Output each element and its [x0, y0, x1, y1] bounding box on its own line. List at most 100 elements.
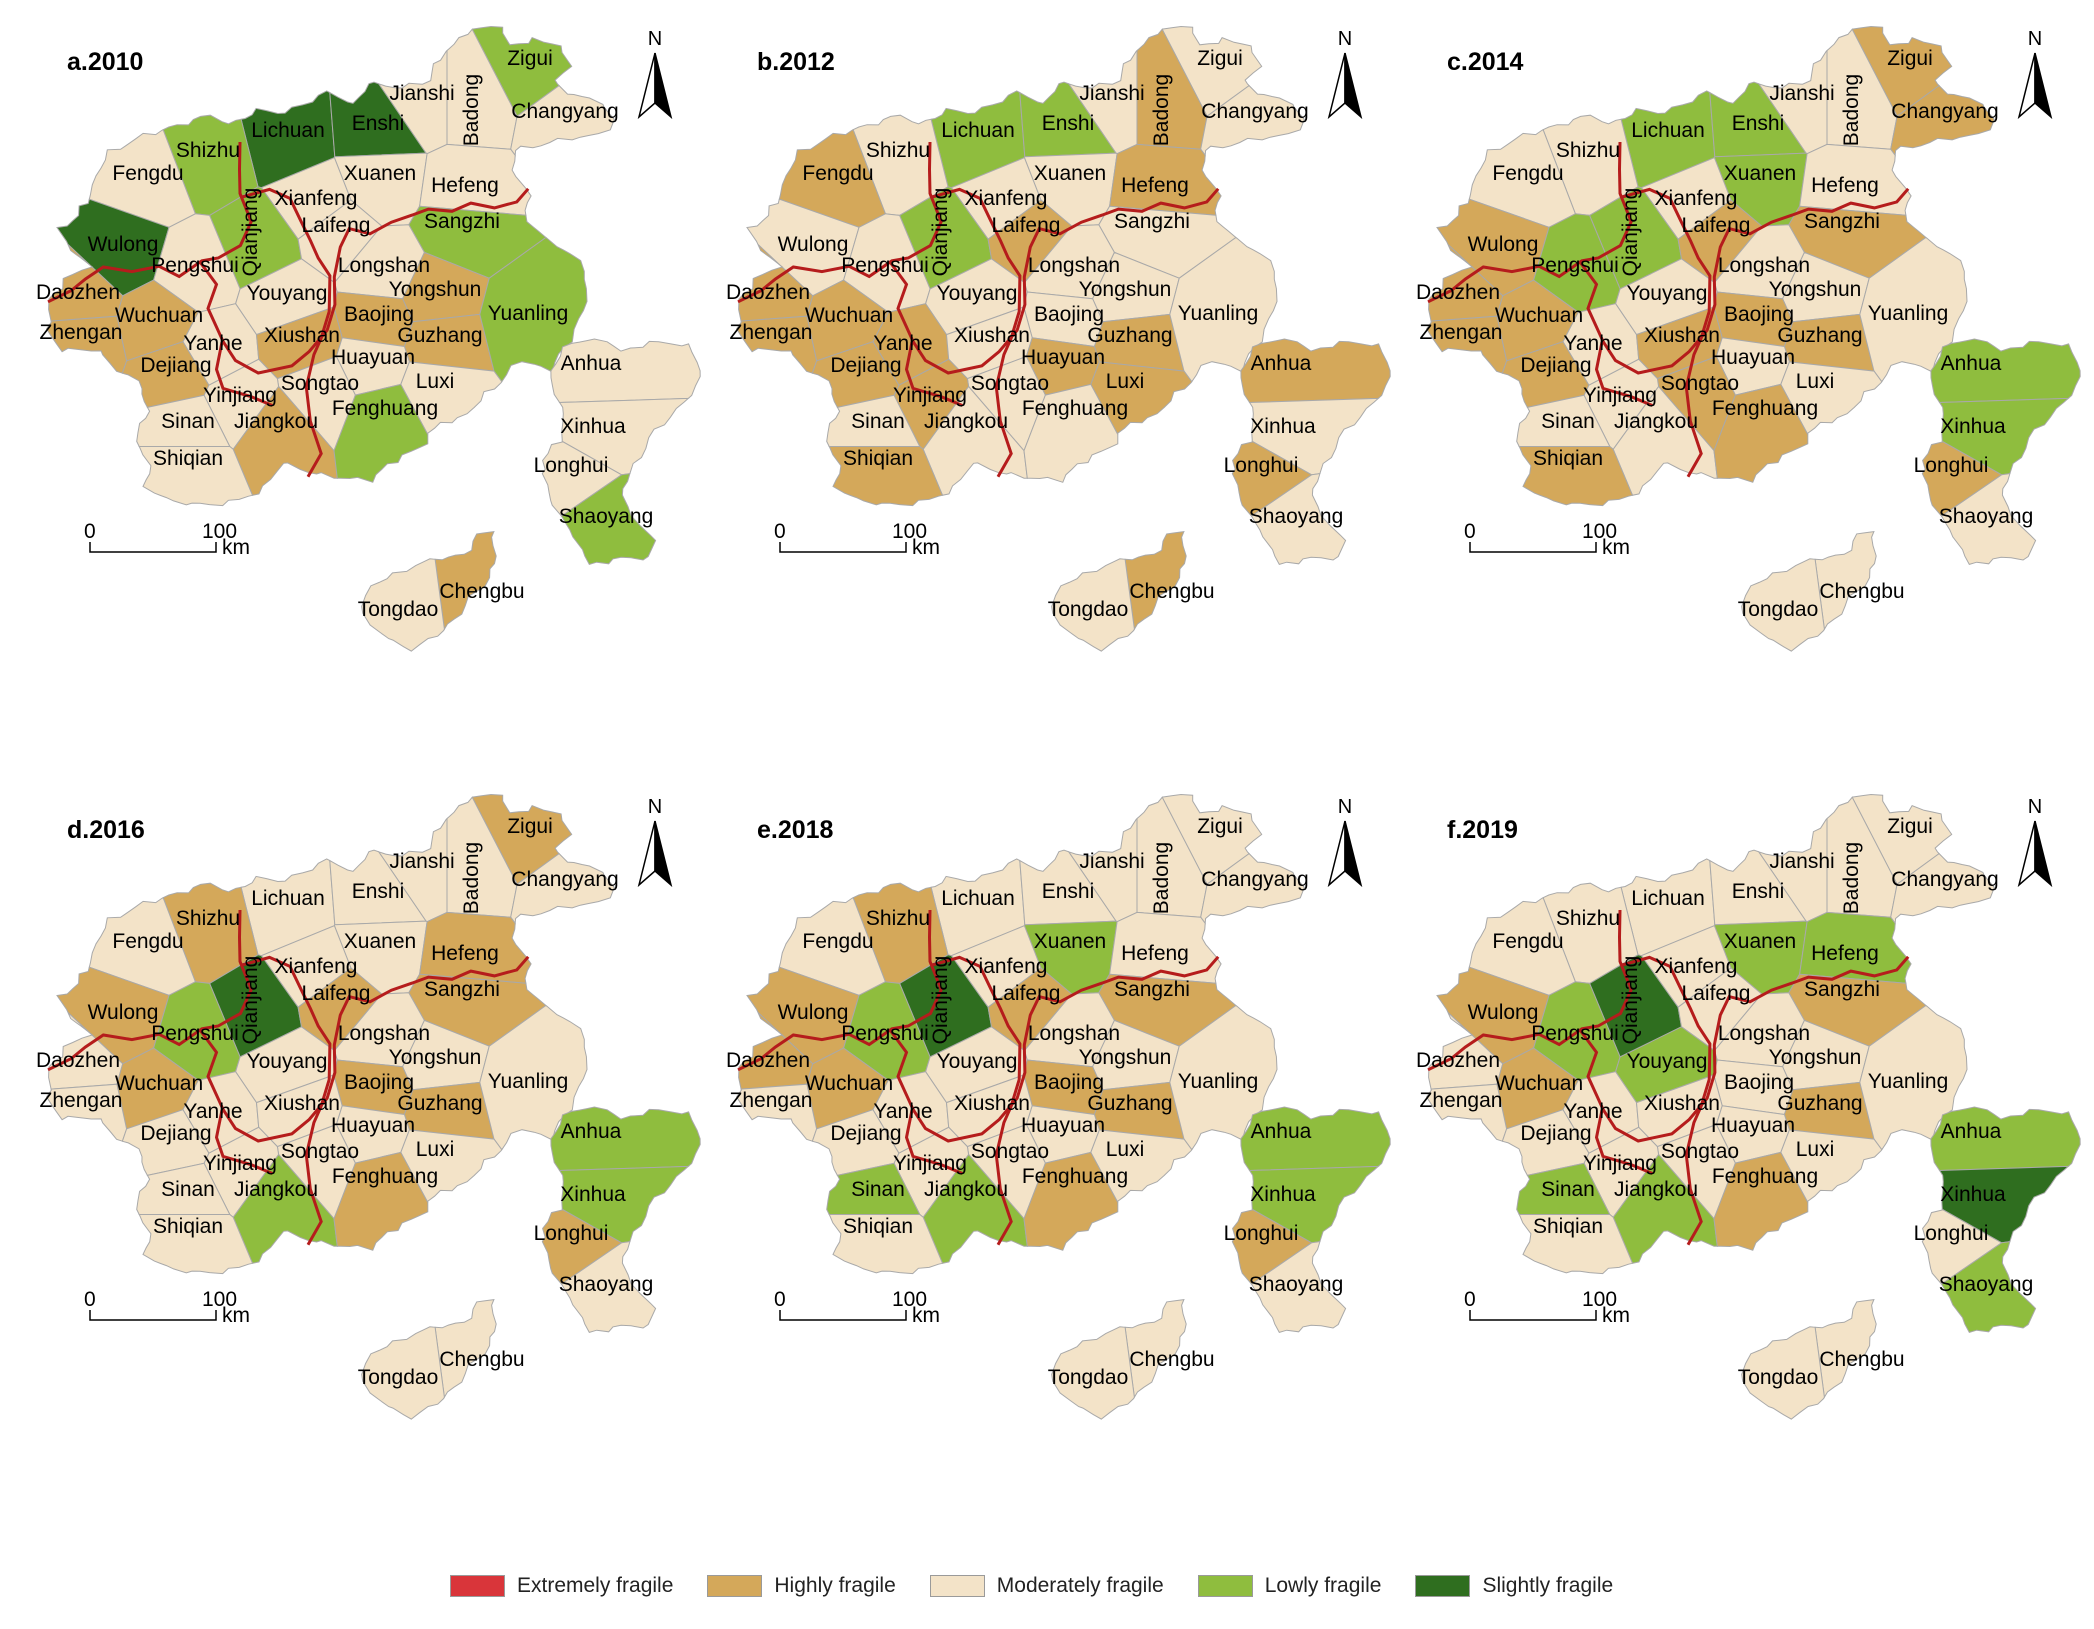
- county-label: Tongdao: [1048, 598, 1129, 621]
- county-label: Changyang: [1891, 868, 1998, 891]
- north-arrow-icon: N: [637, 28, 673, 120]
- legend-label: Lowly fragile: [1264, 1574, 1382, 1597]
- panel-title: d.2016: [67, 816, 145, 844]
- county-label: Daozhen: [36, 281, 120, 304]
- county-label: Yuanling: [1868, 302, 1949, 325]
- county-region: [138, 446, 254, 507]
- county-label: Yinjiang: [1583, 1152, 1657, 1175]
- province-boundary: [1578, 187, 1910, 375]
- svg-text:100: 100: [892, 520, 927, 543]
- county-region: [136, 1162, 231, 1215]
- county-label: Yanhe: [873, 1100, 932, 1123]
- svg-text:km: km: [912, 536, 940, 559]
- county-region: [826, 394, 921, 447]
- county-region: [1051, 1326, 1135, 1420]
- county-label: Wulong: [1468, 1001, 1539, 1024]
- county-label: Qianjiang: [239, 188, 262, 277]
- panel-title: f.2019: [1447, 816, 1518, 844]
- county-label: Yinjiang: [203, 1152, 277, 1175]
- county-label: Enshi: [352, 112, 405, 135]
- county-label: Jiangkou: [1614, 410, 1698, 433]
- county-label: Xinhua: [560, 1183, 626, 1206]
- county-label: Youyang: [937, 1050, 1018, 1073]
- county-label: Xianfeng: [965, 187, 1048, 210]
- county-region: [828, 1214, 944, 1275]
- county-region: [828, 446, 944, 507]
- county-label: Yuanling: [1178, 302, 1259, 325]
- legend-label: Slightly fragile: [1482, 1574, 1614, 1597]
- county-label: Huayuan: [1711, 1114, 1795, 1137]
- county-label: Changyang: [1891, 100, 1998, 123]
- county-label: Zigui: [1197, 815, 1243, 838]
- county-label: Wuchuan: [805, 1072, 893, 1095]
- map-panel: Zigui Jianshi Badong Changyang Lichuan Enshi S…: [1416, 793, 2081, 1420]
- county-label: Wulong: [778, 1001, 849, 1024]
- county-label: Yinjiang: [203, 384, 277, 407]
- county-region: [361, 558, 445, 652]
- county-label: Shiqian: [843, 447, 913, 470]
- province-boundary: [1427, 141, 1633, 304]
- county-label: Songtao: [971, 1140, 1049, 1163]
- county-region: [1938, 397, 2070, 476]
- legend-swatch: [1197, 1575, 1253, 1597]
- county-label: Xinhua: [1940, 415, 2006, 438]
- province-boundary: [737, 909, 943, 1072]
- county-region: [1938, 1165, 2070, 1244]
- county-label: Jiangkou: [234, 1178, 318, 1201]
- province-boundary: [737, 141, 943, 304]
- county-label: Yanhe: [183, 1100, 242, 1123]
- county-region: [826, 1162, 921, 1215]
- county-region: [1090, 1129, 1193, 1203]
- legend-label: Extremely fragile: [517, 1574, 674, 1597]
- county-label: Wulong: [88, 1001, 159, 1024]
- county-label: Anhua: [1251, 352, 1312, 375]
- county-label: Changyang: [1201, 100, 1308, 123]
- county-label: Baojing: [1034, 1071, 1104, 1094]
- county-label: Badong: [460, 74, 483, 146]
- county-region: [1814, 530, 1877, 631]
- svg-text:km: km: [1602, 1304, 1630, 1327]
- county-label: Shiqian: [153, 1215, 223, 1238]
- county-region: [1428, 244, 1504, 322]
- county-label: Chengbu: [1819, 1348, 1904, 1371]
- county-label: Longshan: [1028, 1022, 1120, 1045]
- county-label: Chengbu: [1129, 580, 1214, 603]
- county-label: Shiqian: [153, 447, 223, 470]
- county-label: Wuchuan: [115, 304, 203, 327]
- province-boundary: [1621, 187, 1712, 478]
- county-label: Baojing: [1034, 303, 1104, 326]
- county-region: [45, 315, 128, 374]
- county-label: Sangzhi: [1804, 210, 1880, 233]
- county-region: [1921, 1208, 2003, 1285]
- county-region: [735, 1083, 818, 1142]
- county-label: Xianfeng: [965, 955, 1048, 978]
- county-label: Jianshi: [1769, 850, 1834, 873]
- county-label: Huayuan: [1021, 346, 1105, 369]
- county-label: Zhengan: [1420, 321, 1503, 344]
- county-label: Qianjiang: [929, 956, 952, 1045]
- county-region: [1741, 558, 1825, 652]
- county-label: Longhui: [534, 454, 609, 477]
- svg-text:0: 0: [84, 520, 96, 543]
- county-label: Jiangkou: [1614, 1178, 1698, 1201]
- county-label: Badong: [1150, 842, 1173, 914]
- county-region: [541, 440, 623, 517]
- county-region: [361, 1326, 445, 1420]
- county-region: [738, 1012, 814, 1090]
- county-label: Longhui: [1914, 1222, 1989, 1245]
- county-label: Jianshi: [1079, 82, 1144, 105]
- legend-item: Slightly fragile: [1415, 1574, 1613, 1598]
- county-label: Wulong: [778, 233, 849, 256]
- county-region: [419, 911, 532, 984]
- county-label: Chengbu: [1819, 580, 1904, 603]
- county-label: Fengdu: [802, 162, 873, 185]
- county-label: Enshi: [352, 880, 405, 903]
- county-region: [560, 472, 657, 565]
- county-region: [88, 896, 197, 996]
- county-label: Jiangkou: [924, 410, 1008, 433]
- county-label: Laifeng: [1682, 982, 1751, 1005]
